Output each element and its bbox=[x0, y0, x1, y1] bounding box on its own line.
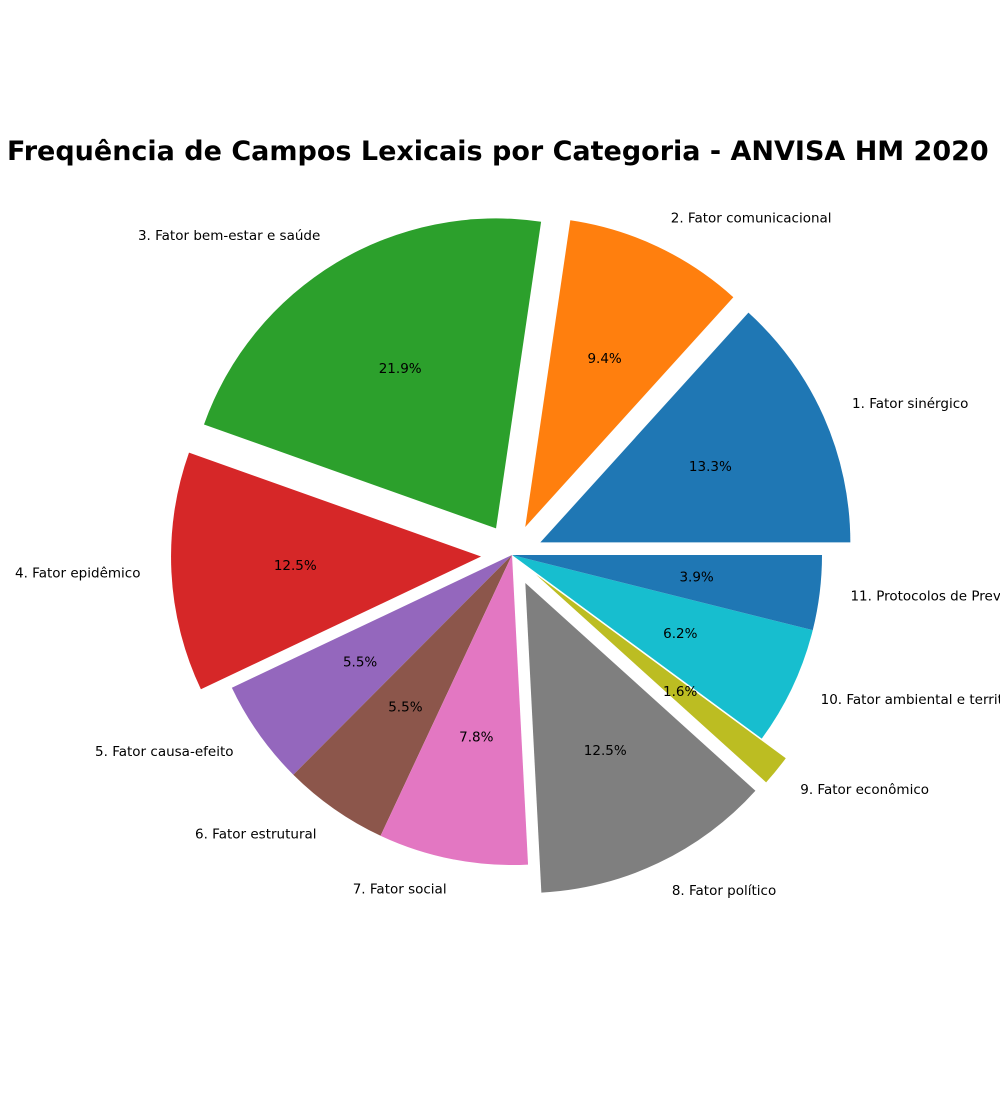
pie-slice-6 bbox=[293, 555, 512, 836]
percent-label-4: 12.5% bbox=[274, 558, 317, 574]
category-label-10: 10. Fator ambiental e territorial bbox=[821, 692, 1000, 708]
pie-slice-9 bbox=[536, 574, 786, 783]
category-label-4: 4. Fator epidêmico bbox=[15, 566, 140, 582]
percent-label-5: 5.5% bbox=[343, 654, 377, 670]
percent-label-11: 3.9% bbox=[679, 570, 713, 586]
percent-labels: 13.3% 9.4% 21.9% 12.5% 5.5% 5.5% 7.8% 12.5% 1.6%… bbox=[274, 351, 732, 759]
pie-slice-10 bbox=[512, 555, 813, 739]
pie-slice-5 bbox=[231, 555, 512, 775]
pie-slice-8 bbox=[525, 582, 756, 893]
percent-label-3: 21.9% bbox=[379, 361, 422, 377]
category-label-11: 11. Protocolos de Prevenção bbox=[850, 589, 1000, 605]
category-label-2: 2. Fator comunicacional bbox=[671, 211, 832, 227]
category-label-9: 9. Fator econômico bbox=[800, 782, 929, 798]
pie-slice-1 bbox=[540, 312, 851, 543]
chart-title: Frequência de Campos Lexicais por Catego… bbox=[7, 136, 989, 167]
percent-label-9: 1.6% bbox=[663, 684, 697, 700]
pie-slices bbox=[171, 218, 851, 893]
percent-label-8: 12.5% bbox=[584, 743, 627, 759]
pie-slice-2 bbox=[525, 220, 734, 527]
percent-label-1: 13.3% bbox=[689, 459, 732, 475]
category-labels: 1. Fator sinérgico 2. Fator comunicaciona… bbox=[15, 211, 1000, 899]
percent-label-2: 9.4% bbox=[587, 351, 621, 367]
percent-label-6: 5.5% bbox=[388, 699, 422, 715]
category-label-1: 1. Fator sinérgico bbox=[852, 396, 968, 412]
pie-slice-7 bbox=[380, 555, 529, 865]
category-label-6: 6. Fator estrutural bbox=[195, 826, 317, 842]
percent-label-10: 6.2% bbox=[663, 626, 697, 642]
category-label-7: 7. Fator social bbox=[353, 882, 447, 898]
percent-label-7: 7.8% bbox=[459, 730, 493, 746]
category-label-3: 3. Fator bem-estar e saúde bbox=[138, 228, 320, 244]
category-label-5: 5. Fator causa-efeito bbox=[95, 744, 233, 760]
pie-slice-4 bbox=[171, 452, 482, 690]
pie-slice-11 bbox=[512, 555, 822, 631]
pie-slice-3 bbox=[203, 218, 542, 529]
category-label-8: 8. Fator político bbox=[672, 883, 776, 899]
